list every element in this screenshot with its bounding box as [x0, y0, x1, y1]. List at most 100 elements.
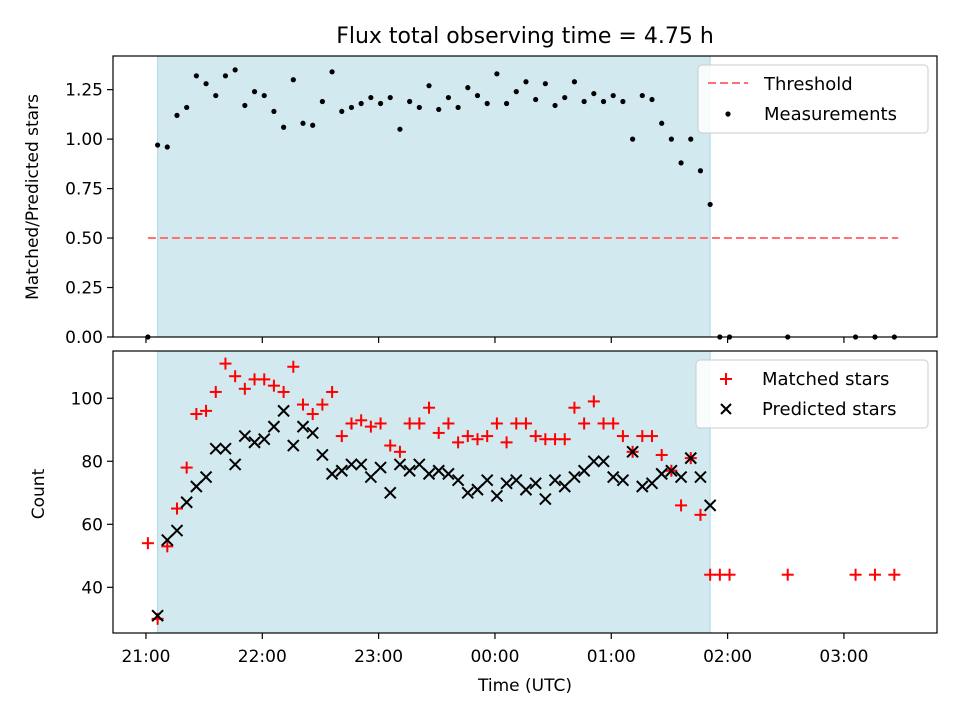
legend-predicted-label: Predicted stars	[762, 399, 896, 420]
matched-star-point	[607, 417, 620, 430]
matched-star-point	[413, 417, 426, 430]
measurement-point	[707, 201, 713, 208]
observing-span-bottom	[157, 350, 711, 634]
matched-star-point	[888, 568, 901, 581]
predicted-star-point	[374, 461, 387, 474]
matched-star-point	[442, 417, 455, 430]
measurement-point	[494, 71, 500, 77]
bottom-legend-box	[695, 359, 929, 429]
axes-frame	[112, 55, 938, 338]
measurement-point	[310, 122, 316, 128]
measurement-point	[474, 92, 481, 99]
predicted-star-point	[694, 470, 707, 484]
measurement-point	[261, 92, 267, 99]
matched-star-point	[161, 540, 174, 553]
predicted-star-point	[674, 470, 688, 484]
predicted-star-point	[325, 467, 339, 481]
matched-star-point	[190, 408, 203, 421]
matched-star-point	[393, 445, 406, 458]
predicted-star-point	[432, 464, 445, 477]
bottom-y-axis-label: Count	[29, 468, 49, 519]
predicted-star-point	[287, 439, 300, 452]
predicted-stars-series	[151, 404, 717, 622]
y-tick-label: 0.00	[65, 328, 103, 348]
predicted-star-point	[422, 467, 436, 481]
y-tick-label: 40	[81, 578, 103, 598]
matched-star-point	[170, 502, 183, 515]
predicted-star-point	[655, 467, 668, 481]
measurement-point	[174, 112, 180, 118]
y-tick-label: 0.75	[65, 180, 103, 200]
top-axes: 0.00 0.25 0.50 0.75 1.00 1.25	[65, 55, 938, 348]
measurement-point	[319, 98, 325, 105]
y-tick-label: 100	[71, 389, 103, 409]
predicted-star-point	[238, 429, 252, 443]
predicted-star-point	[345, 458, 358, 471]
matched-star-point	[490, 417, 503, 430]
measurement-point	[213, 92, 219, 99]
matched-star-point	[578, 417, 591, 430]
measurement-point	[600, 98, 607, 105]
measurements-series	[145, 67, 897, 340]
measurement-point	[659, 120, 665, 126]
matched-star-point	[558, 433, 571, 446]
axes-frame	[112, 350, 938, 634]
matched-star-point	[655, 448, 668, 461]
predicted-star-point	[703, 499, 717, 512]
measurement-point	[184, 104, 190, 111]
predicted-star-point	[480, 473, 494, 487]
predicted-star-point	[335, 464, 348, 477]
matched-star-point	[471, 433, 484, 446]
predicted-star-point	[451, 473, 465, 487]
measurement-point	[154, 142, 161, 148]
matched-star-point	[481, 430, 494, 443]
bottom-legend: Matched stars Predicted stars	[695, 359, 929, 429]
measurement-point	[542, 81, 548, 87]
y-tick-label: 0.25	[65, 279, 103, 299]
matched-star-point	[694, 508, 707, 521]
legend-matched-label: Matched stars	[762, 369, 889, 390]
predicted-star-point	[316, 448, 329, 462]
measurement-point	[426, 83, 432, 89]
predicted-star-point	[510, 473, 523, 487]
measurement-point	[533, 96, 539, 103]
matched-star-point	[287, 360, 300, 373]
matched-star-point	[500, 436, 513, 449]
matched-star-point	[423, 401, 436, 414]
predicted-star-point	[548, 473, 562, 487]
measurement-point	[688, 136, 694, 142]
predicted-star-point	[190, 480, 203, 493]
predicted-star-point	[442, 467, 455, 481]
legend-predicted-swatch	[720, 403, 732, 415]
measurement-point	[251, 89, 258, 95]
matched-star-point	[781, 568, 794, 581]
legend-measurements-swatch	[725, 111, 731, 117]
measurement-point	[193, 73, 199, 79]
measurement-point	[697, 168, 704, 174]
measurement-point	[513, 89, 519, 95]
predicted-star-point	[403, 464, 416, 477]
predicted-star-point	[170, 524, 184, 537]
measurement-point	[523, 79, 529, 85]
predicted-star-point	[529, 477, 542, 490]
measurement-point	[620, 98, 626, 105]
measurement-point	[271, 108, 277, 115]
predicted-star-point	[277, 404, 290, 418]
predicted-star-point	[500, 477, 513, 490]
matched-star-point	[200, 404, 213, 417]
measurement-point	[387, 94, 393, 101]
measurement-point	[348, 104, 355, 111]
predicted-star-point	[228, 458, 242, 471]
measurement-point	[329, 69, 335, 75]
predicted-star-point	[180, 496, 193, 509]
matched-star-point	[180, 461, 193, 474]
measurement-point	[484, 100, 490, 107]
matched-star-point	[616, 430, 629, 443]
matched-star-point	[335, 430, 348, 443]
matched-star-point	[277, 385, 290, 398]
predicted-star-point	[306, 426, 319, 440]
matched-star-point	[355, 414, 368, 427]
top-y-axis-label: Matched/Predicted stars	[23, 94, 43, 300]
measurement-point	[630, 136, 636, 142]
